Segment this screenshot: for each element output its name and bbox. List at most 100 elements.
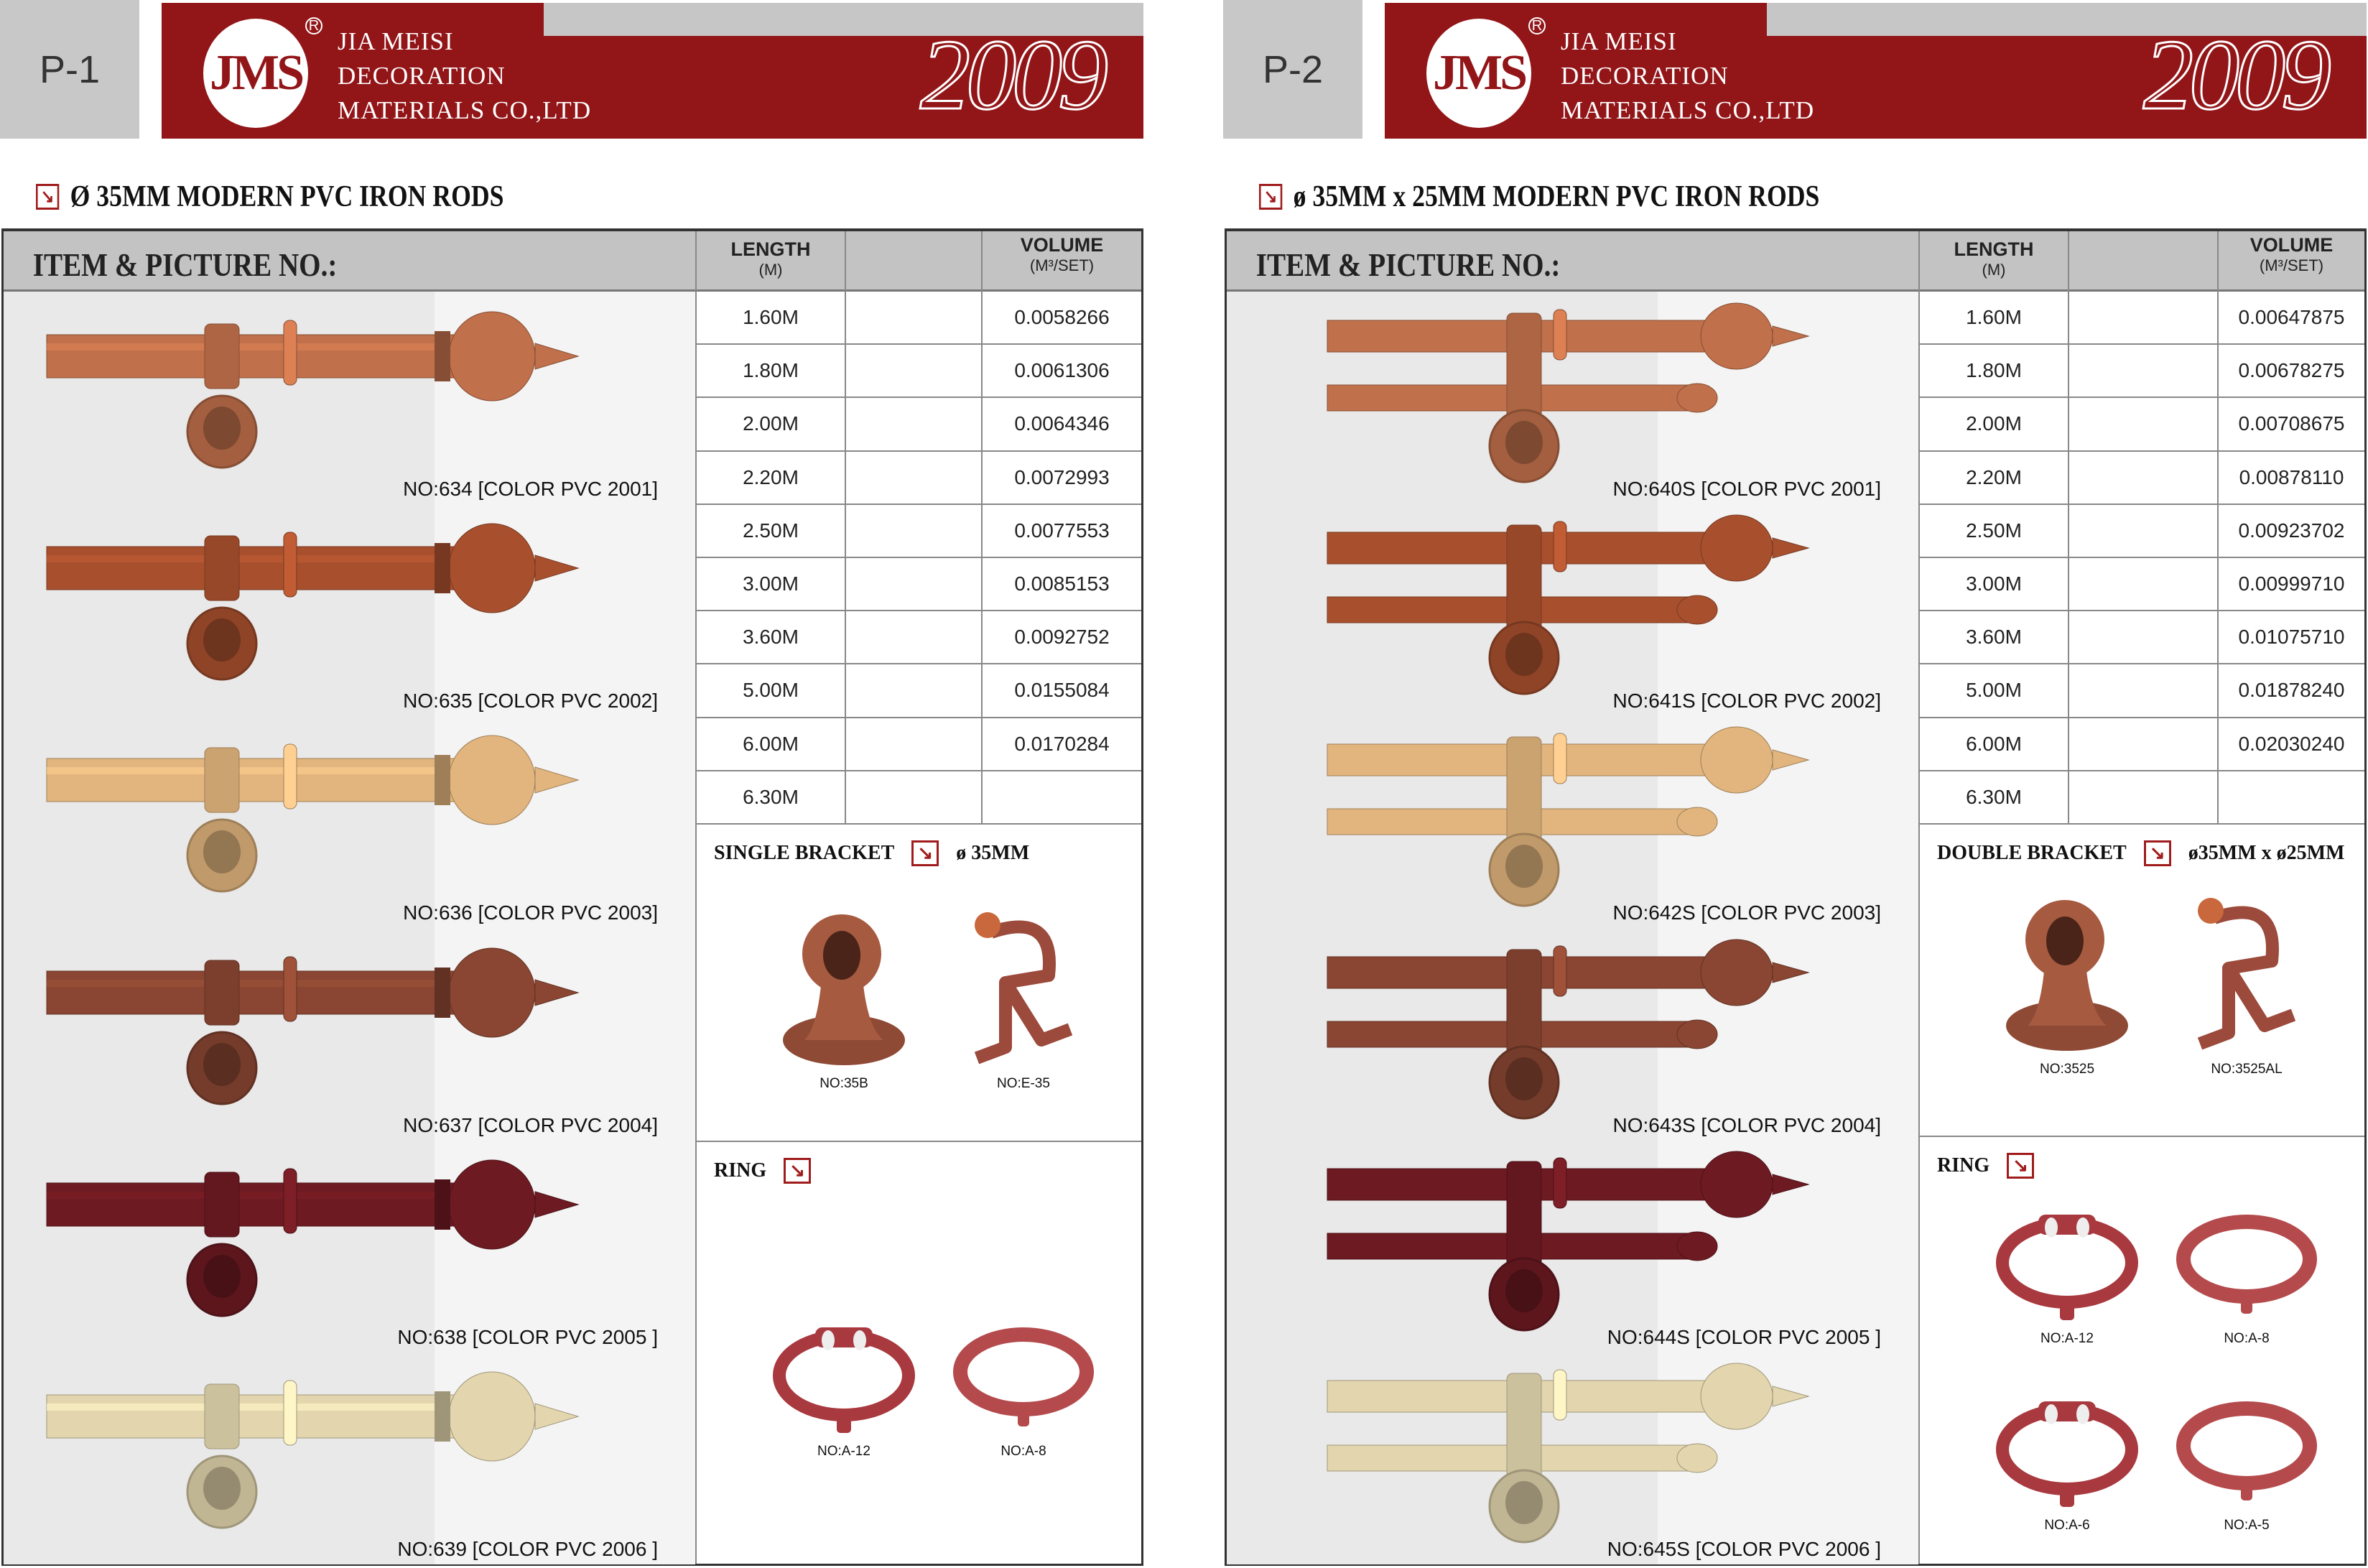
finial [448, 311, 536, 402]
header-item-label: ITEM & PICTURE NO.: [32, 246, 338, 283]
blank-cell [2068, 345, 2217, 399]
blank-cell [845, 398, 981, 452]
ring-title: RING [714, 1159, 767, 1182]
blank-cell [845, 611, 981, 665]
product-row: NO:645S [COLOR PVC 2006 ] [1227, 1351, 1918, 1564]
blank-cell [845, 345, 981, 399]
header-volume-label: VOLUME [2249, 234, 2334, 256]
ring [283, 956, 297, 1021]
arrow-down-right-icon: ↘ [784, 1158, 812, 1184]
bracket [204, 323, 240, 389]
header-volume-unit: (M³/SET) [1029, 256, 1095, 274]
product-label: NO:641S [COLOR PVC 2002] [1612, 690, 1881, 713]
product-row: NO:639 [COLOR PVC 2006 ] [4, 1351, 695, 1564]
length-cell: 3.00M [695, 558, 845, 612]
volume-cell: 0.0064346 [981, 398, 1141, 452]
rod-front [1327, 743, 1759, 776]
blank-cell [845, 771, 981, 825]
blank-cell [2068, 292, 2217, 345]
header-blank [845, 231, 981, 292]
ring-item: NO:A-5 [2157, 1388, 2336, 1534]
arrow-down-right-icon: ↘ [2007, 1153, 2035, 1179]
header-length-unit: (M) [1982, 261, 2006, 279]
section-title: ↘ Ø 35MM MODERN PVC IRON RODS [36, 180, 503, 214]
catalog-page: P-1 JMS R JIA MEISI DECORATION MATERIALS… [0, 0, 1145, 1568]
ring-item-label: NO:A-8 [1000, 1444, 1046, 1459]
finial [1700, 514, 1773, 582]
company-banner: JMS R JIA MEISI DECORATION MATERIALS CO.… [162, 3, 1143, 139]
ring-item-label: NO:A-8 [2224, 1331, 2270, 1346]
bracket [204, 960, 240, 1025]
bracket [1506, 949, 1542, 1057]
bracket-item: NO:35B [754, 904, 934, 1092]
company-banner: JMS R JIA MEISI DECORATION MATERIALS CO.… [1385, 3, 2367, 139]
roller-ring-image [1977, 1388, 2157, 1511]
product-table: ITEM & PICTURE NO.: LENGTH (M) VOLUME (M³/… [1225, 228, 2367, 1566]
header-length-label: LENGTH [1954, 238, 2034, 260]
length-cell: 1.80M [1918, 345, 2068, 399]
volume-cell: 0.0061306 [981, 345, 1141, 399]
rod-front [1327, 320, 1759, 353]
ring-item: NO:A-6 [1977, 1388, 2157, 1534]
product-row: NO:637 [COLOR PVC 2004] [4, 927, 695, 1141]
volume-cell: 0.01075710 [2217, 611, 2364, 665]
volume-cell: 0.00647875 [2217, 292, 2364, 345]
ring-item-label: NO:A-12 [2040, 1331, 2094, 1346]
company-line: MATERIALS CO.,LTD [338, 96, 592, 124]
page-label: P-2 [1223, 0, 1362, 139]
length-cell: 6.00M [1918, 718, 2068, 771]
product-label: NO:634 [COLOR PVC 2001] [403, 478, 658, 501]
volume-cell [2217, 771, 2364, 825]
rod [46, 334, 507, 379]
finial [1700, 1363, 1773, 1430]
rod [46, 970, 507, 1014]
company-line: DECORATION [338, 62, 506, 90]
bracket-size: ø 35MM [956, 842, 1030, 864]
blank-cell [845, 664, 981, 718]
bracket [1506, 312, 1542, 422]
product-table: ITEM & PICTURE NO.: LENGTH (M) VOLUME (M³/… [1, 228, 1143, 1566]
volume-cell: 0.01878240 [2217, 664, 2364, 718]
product-row: NO:640S [COLOR PVC 2001] [1227, 292, 1918, 504]
product-row: NO:636 [COLOR PVC 2003] [4, 715, 695, 929]
bracket-section: SINGLE BRACKET ↘ ø 35MM NO:35B NO:E-35 [695, 825, 1141, 1142]
length-cell: 6.00M [695, 718, 845, 771]
header-item-label: ITEM & PICTURE NO.: [1255, 246, 1561, 283]
length-cell: 1.60M [695, 292, 845, 345]
product-label: NO:635 [COLOR PVC 2002] [403, 690, 658, 713]
length-cell: 2.50M [695, 504, 845, 558]
registered-mark-icon: R [1528, 17, 1546, 34]
bracket-size: ø35MM x ø25MM [2188, 842, 2345, 864]
volume-cell: 0.0085153 [981, 558, 1141, 612]
header-length: LENGTH (M) [1918, 231, 2068, 292]
volume-cell: 0.0155084 [981, 664, 1141, 718]
section-title-text: ø 35MM x 25MM MODERN PVC IRON RODS [1293, 180, 1820, 213]
blank-cell [2068, 771, 2217, 825]
ring-section: RING ↘ NO:A-12 NO:A-8 [695, 1142, 1141, 1564]
volume-cell: 0.0092752 [981, 611, 1141, 665]
blank-cell [2068, 718, 2217, 771]
blank-cell [845, 718, 981, 771]
blank-cell [2068, 504, 2217, 558]
rod [46, 546, 507, 590]
length-cell: 5.00M [695, 664, 845, 718]
blank-cell [2068, 611, 2217, 665]
roller-ring-image [1977, 1202, 2157, 1324]
header-length: LENGTH (M) [695, 231, 845, 292]
company-logo: JMS [1426, 19, 1531, 128]
product-label: NO:643S [COLOR PVC 2004] [1612, 1113, 1881, 1136]
volume-cell: 0.0170284 [981, 718, 1141, 771]
finial-bracket-image [754, 904, 934, 1069]
volume-cell: 0.0072993 [981, 451, 1141, 505]
volume-cell: 0.00678275 [2217, 345, 2364, 399]
product-label: NO:642S [COLOR PVC 2003] [1612, 901, 1881, 924]
catalog-year: 2009 [2142, 19, 2333, 132]
volume-cell: 0.00878110 [2217, 451, 2364, 505]
volume-cell: 0.00923702 [2217, 504, 2364, 558]
header-volume-unit: (M³/SET) [2259, 256, 2324, 274]
ring-item: NO:A-8 [934, 1314, 1113, 1460]
arrow-down-right-icon: ↘ [2143, 840, 2171, 866]
header-bar [695, 231, 1141, 292]
bracket [204, 1172, 240, 1238]
bracket [1506, 1373, 1542, 1482]
